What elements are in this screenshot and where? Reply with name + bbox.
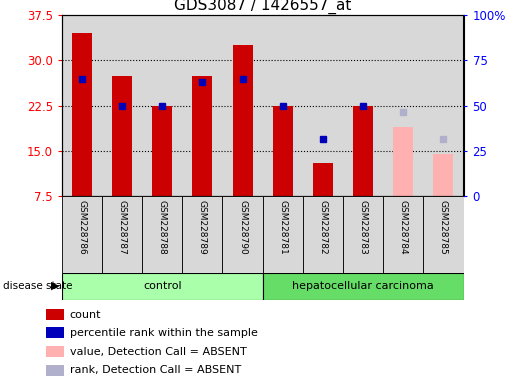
Bar <box>62 15 102 196</box>
Bar <box>112 76 132 196</box>
Text: percentile rank within the sample: percentile rank within the sample <box>70 328 258 338</box>
Bar <box>383 196 423 273</box>
Text: ▶: ▶ <box>50 281 59 291</box>
Bar <box>313 163 333 196</box>
Text: GSM228789: GSM228789 <box>198 200 207 255</box>
Bar <box>102 15 142 196</box>
Bar <box>343 15 383 196</box>
Text: GSM228787: GSM228787 <box>117 200 127 255</box>
Text: control: control <box>143 281 181 291</box>
Text: GSM228788: GSM228788 <box>158 200 167 255</box>
Bar <box>303 15 343 196</box>
Bar <box>263 196 303 273</box>
Bar <box>343 196 383 273</box>
Bar <box>46 309 64 320</box>
Bar <box>393 127 413 196</box>
Bar <box>152 106 172 196</box>
Bar <box>263 15 303 196</box>
Bar <box>222 196 263 273</box>
Title: GDS3087 / 1426557_at: GDS3087 / 1426557_at <box>174 0 351 14</box>
Bar <box>423 15 464 196</box>
Text: rank, Detection Call = ABSENT: rank, Detection Call = ABSENT <box>70 366 241 376</box>
Bar <box>353 106 373 196</box>
Bar <box>192 76 212 196</box>
Bar <box>62 196 102 273</box>
Bar <box>142 196 182 273</box>
Text: value, Detection Call = ABSENT: value, Detection Call = ABSENT <box>70 347 246 357</box>
Bar <box>433 154 453 196</box>
Bar <box>423 196 464 273</box>
Bar <box>303 196 343 273</box>
Text: GSM228784: GSM228784 <box>399 200 408 254</box>
Text: GSM228783: GSM228783 <box>358 200 368 255</box>
Bar <box>232 45 252 196</box>
Text: hepatocellular carcinoma: hepatocellular carcinoma <box>292 281 434 291</box>
Text: GSM228790: GSM228790 <box>238 200 247 255</box>
Bar <box>383 15 423 196</box>
Bar <box>102 196 142 273</box>
Bar <box>62 273 263 300</box>
Text: GSM228785: GSM228785 <box>439 200 448 255</box>
Bar <box>46 364 64 376</box>
Text: GSM228782: GSM228782 <box>318 200 328 254</box>
Text: GSM228786: GSM228786 <box>77 200 87 255</box>
Bar <box>222 15 263 196</box>
Bar <box>182 196 222 273</box>
Text: disease state: disease state <box>3 281 72 291</box>
Bar <box>72 33 92 196</box>
Bar <box>182 15 222 196</box>
Text: GSM228781: GSM228781 <box>278 200 287 255</box>
Text: count: count <box>70 310 101 320</box>
Bar <box>273 106 293 196</box>
Bar <box>46 328 64 338</box>
Bar <box>263 273 464 300</box>
Bar <box>142 15 182 196</box>
Bar <box>46 346 64 357</box>
